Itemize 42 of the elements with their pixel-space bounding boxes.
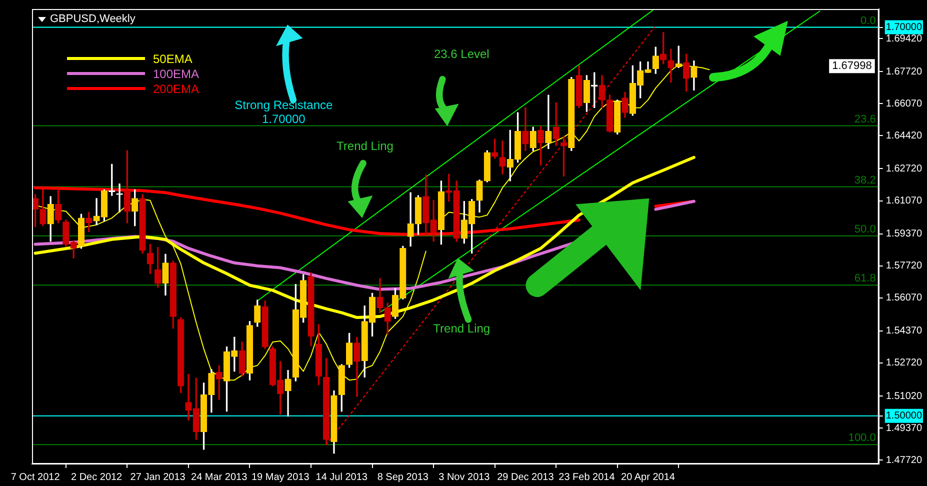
y-tick-label: 1.64420 bbox=[886, 130, 922, 142]
x-tick-label: 29 Dec 2013 bbox=[497, 472, 554, 483]
y-tick-label: 1.51020 bbox=[886, 390, 922, 402]
annotation: 100.0 bbox=[848, 432, 876, 444]
annotation: Strong Resistance 1.70000 bbox=[234, 98, 334, 126]
x-tick-label: 7 Oct 2012 bbox=[10, 472, 60, 483]
x-tick-label: 2 Dec 2012 bbox=[70, 472, 123, 483]
annotation: 23.6 bbox=[854, 113, 876, 126]
y-tick-label: 1.67720 bbox=[886, 66, 922, 78]
text: 200EMA bbox=[153, 82, 200, 96]
annotation: 0.0 bbox=[860, 14, 876, 27]
y-tick-label: 1.47720 bbox=[886, 454, 922, 466]
y-tick-label: 1.70000 bbox=[886, 22, 922, 34]
y-tick-label: 1.49370 bbox=[886, 422, 922, 434]
x-tick-label: 19 May 2013 bbox=[251, 472, 310, 483]
annotation: 38.2 bbox=[854, 174, 876, 186]
annotation: 61.8 bbox=[854, 272, 876, 285]
y-tick-label: 1.52720 bbox=[886, 358, 922, 369]
x-tick-label: 20 Apr 2014 bbox=[621, 472, 676, 483]
annotation: Trend Ling bbox=[336, 138, 394, 153]
annotation: 1.67998 bbox=[832, 60, 872, 72]
y-tick-label: 1.56070 bbox=[886, 292, 922, 304]
annotation: 23.6 Level bbox=[434, 47, 490, 62]
y-tick-label: 1.62720 bbox=[886, 163, 922, 174]
x-tick-label: 14 Jul 2013 bbox=[316, 472, 368, 483]
y-tick-label: 1.66070 bbox=[886, 98, 922, 110]
x-tick-label: 3 Nov 2013 bbox=[438, 472, 490, 483]
y-tick-label: 1.61070 bbox=[886, 196, 922, 207]
x-tick-label: 24 Mar 2013 bbox=[191, 472, 248, 483]
x-tick-label: 23 Feb 2014 bbox=[558, 472, 616, 483]
y-tick-label: 1.59370 bbox=[886, 228, 922, 240]
y-tick-label: 1.57720 bbox=[886, 260, 922, 272]
annotation: 50.0 bbox=[854, 223, 876, 236]
x-tick-label: 8 Sep 2013 bbox=[377, 472, 429, 483]
chart-title: GBPUSD,Weekly bbox=[50, 13, 136, 25]
text: 100EMA bbox=[153, 66, 200, 80]
x-tick-label: 27 Jan 2013 bbox=[130, 472, 186, 483]
y-tick-label: 1.50000 bbox=[886, 410, 922, 422]
y-tick-label: 1.54370 bbox=[886, 326, 922, 337]
annotation: Trend Ling bbox=[433, 322, 490, 336]
y-tick-label: 1.69420 bbox=[886, 33, 922, 44]
text: 50EMA bbox=[153, 52, 192, 66]
